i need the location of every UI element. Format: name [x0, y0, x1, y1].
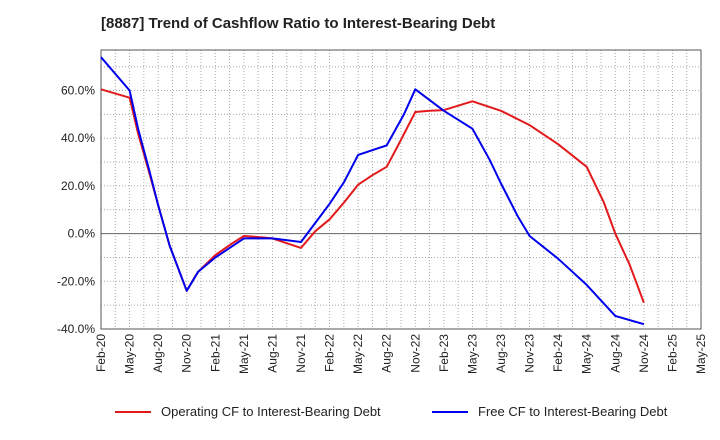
legend-label-free-cf: Free CF to Interest-Bearing Debt	[478, 404, 668, 419]
x-tick-labels: Feb-20 May-20 Aug-20 Nov-20 Feb-21 May-21 Aug-…	[94, 334, 708, 374]
series-line-0	[100, 88, 645, 304]
series	[100, 56, 645, 326]
plot-frame	[100, 49, 702, 330]
x-tick-label: Nov-20	[180, 334, 194, 373]
legend-item-operating-cf: Operating CF to Interest-Bearing Debt	[115, 404, 381, 419]
x-tick-label: Feb-21	[208, 334, 222, 372]
x-tick-label: Nov-22	[408, 334, 422, 373]
x-tick-label: May-22	[351, 334, 365, 374]
grid	[100, 50, 702, 330]
x-tick-label: Nov-21	[294, 334, 308, 373]
legend-label-operating-cf: Operating CF to Interest-Bearing Debt	[161, 404, 381, 419]
x-tick-label: Aug-23	[494, 334, 508, 373]
legend: Operating CF to Interest-Bearing Debt Fr…	[0, 404, 720, 426]
legend-item-free-cf: Free CF to Interest-Bearing Debt	[432, 404, 667, 419]
x-tick-label: Nov-24	[637, 334, 651, 373]
x-tick-label: Feb-23	[437, 334, 451, 372]
y-tick-label: -20.0%	[57, 274, 95, 288]
x-tick-label: Feb-22	[323, 334, 337, 372]
y-tick-labels: -40.0% -20.0% 0.0% 20.0% 40.0% 60.0%	[57, 84, 95, 336]
y-tick-label: 60.0%	[61, 84, 95, 98]
legend-swatch-operating-cf	[115, 410, 151, 413]
x-tick-label: Feb-25	[665, 334, 679, 372]
x-tick-label: Aug-22	[380, 334, 394, 373]
y-tick-label: 0.0%	[68, 227, 96, 241]
axes	[100, 49, 702, 330]
series-line-1	[100, 56, 645, 326]
x-tick-label: May-23	[465, 334, 479, 374]
x-tick-label: Feb-24	[551, 334, 565, 372]
x-tick-label: Aug-24	[608, 334, 622, 373]
legend-swatch-free-cf	[432, 410, 468, 413]
x-tick-label: May-20	[123, 334, 137, 374]
y-tick-label: -40.0%	[57, 322, 95, 336]
chart-title: [8887] Trend of Cashflow Ratio to Intere…	[101, 15, 496, 32]
x-tick-label: May-24	[580, 334, 594, 374]
y-tick-label: 40.0%	[61, 131, 95, 145]
x-tick-label: Aug-20	[151, 334, 165, 373]
x-tick-label: Nov-23	[523, 334, 537, 373]
y-tick-label: 20.0%	[61, 179, 95, 193]
x-tick-label: May-25	[694, 334, 708, 374]
x-tick-label: Aug-21	[265, 334, 279, 373]
x-tick-label: May-21	[237, 334, 251, 374]
x-tick-label: Feb-20	[94, 334, 108, 372]
